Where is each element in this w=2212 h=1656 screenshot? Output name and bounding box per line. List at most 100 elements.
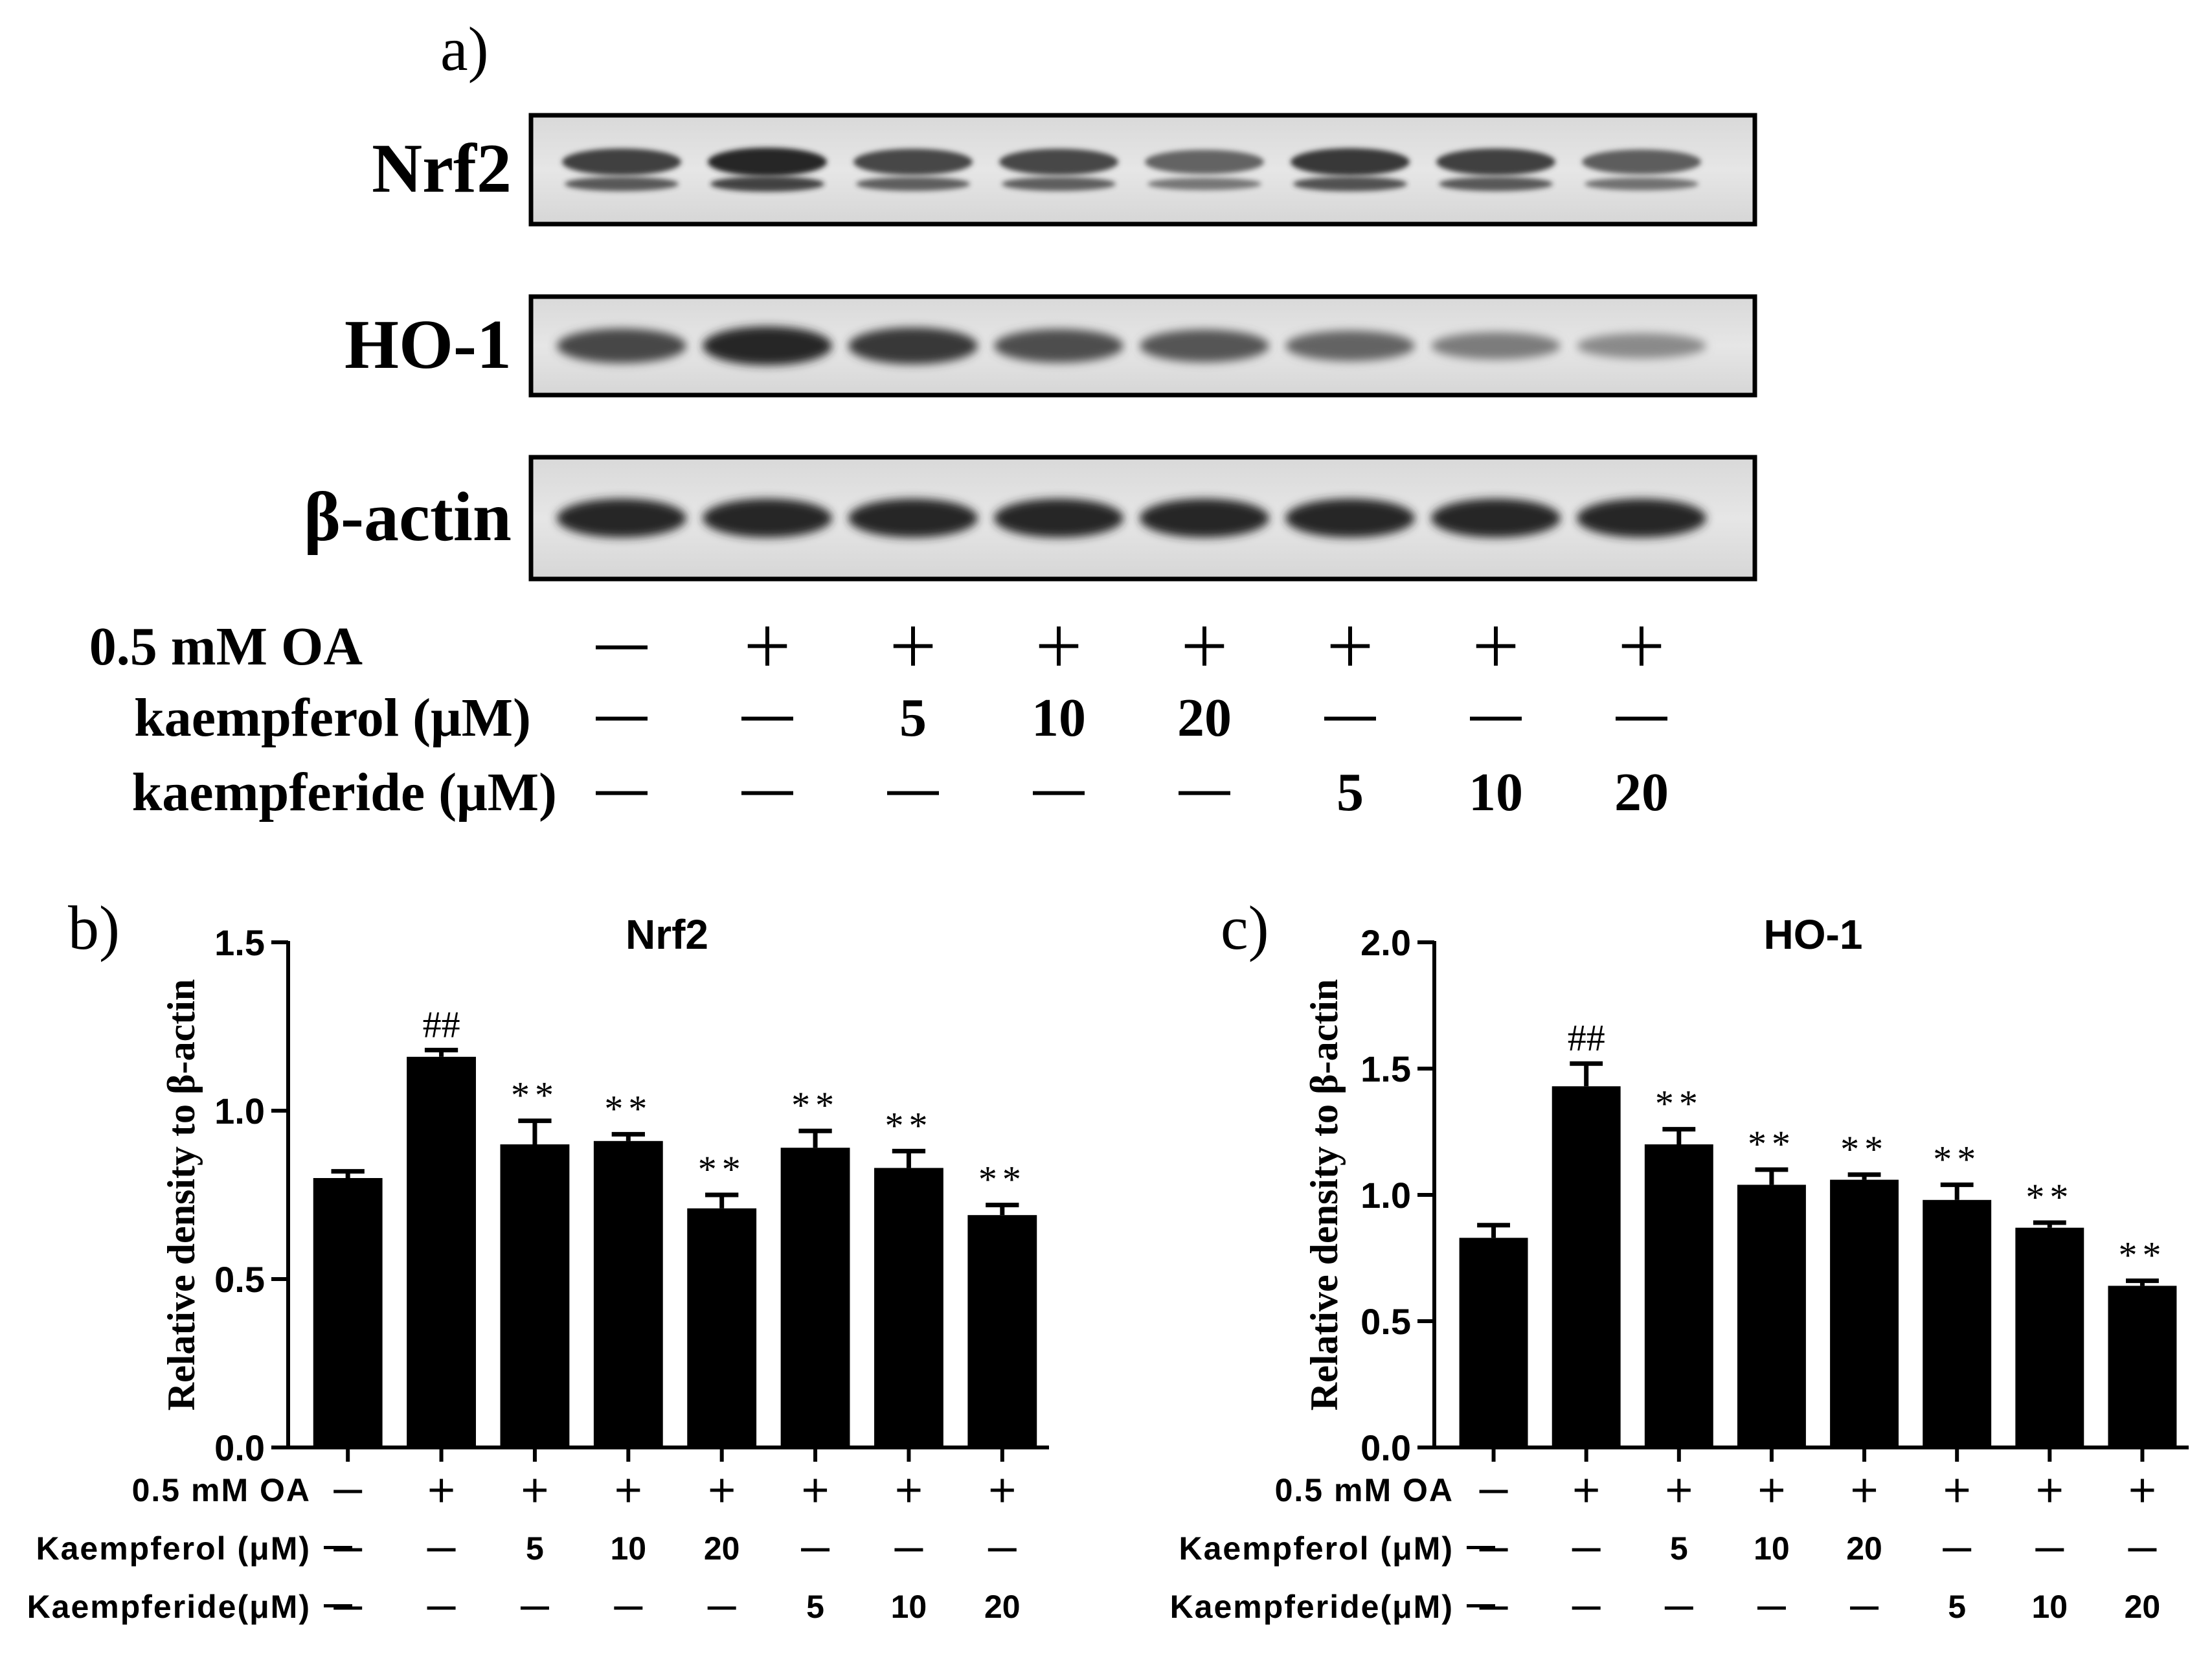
bar bbox=[1737, 1185, 1806, 1447]
treatment-cell-plus-v bbox=[1494, 626, 1498, 666]
treatment-cell-plus-v bbox=[1057, 626, 1061, 666]
significance-mark: ** bbox=[2118, 1234, 2166, 1276]
band-upper bbox=[1436, 148, 1555, 176]
chart-title: HO-1 bbox=[1764, 911, 1863, 958]
significance-mark: ## bbox=[423, 1003, 460, 1045]
treatment-cell-dash bbox=[1943, 1548, 1972, 1552]
bar bbox=[593, 1140, 663, 1447]
treatment-cell-plus-v bbox=[1955, 1479, 1959, 1503]
panel-a-label: a) bbox=[440, 14, 489, 84]
band-lower bbox=[1439, 176, 1553, 192]
treatment-row-0: 0.5 mM OA bbox=[1275, 1472, 2154, 1508]
bar bbox=[1923, 1199, 1992, 1447]
bar bbox=[1830, 1179, 1899, 1447]
treatment-cell-dash bbox=[2128, 1548, 2157, 1552]
band bbox=[1285, 330, 1415, 361]
band bbox=[1431, 499, 1561, 538]
blot-0: Nrf2 bbox=[372, 113, 1757, 227]
treatment-label: 0.5 mM OA bbox=[132, 1472, 311, 1508]
band-lower bbox=[710, 176, 824, 192]
treatment-cell-dash bbox=[801, 1548, 830, 1552]
treatment-cell: 20 bbox=[984, 1589, 1021, 1625]
significance-mark: ** bbox=[698, 1148, 746, 1190]
blot-label: β-actin bbox=[304, 479, 512, 556]
significance-mark: ## bbox=[1568, 1017, 1605, 1059]
band bbox=[1140, 329, 1269, 363]
treatment-cell: 20 bbox=[704, 1530, 740, 1567]
treatment-cell-dash bbox=[333, 1548, 363, 1552]
significance-mark: ** bbox=[1748, 1123, 1796, 1165]
treatment-row-a-0: 0.5 mM OA bbox=[89, 617, 1662, 677]
treatment-cell-dash bbox=[520, 1606, 549, 1610]
band bbox=[1140, 499, 1269, 538]
significance-mark: ** bbox=[1840, 1128, 1888, 1170]
treatment-cell-plus-v bbox=[1000, 1479, 1004, 1503]
treatment-cell-dash bbox=[741, 716, 793, 721]
treatment-cell-dash bbox=[614, 1606, 643, 1610]
treatment-row-a-1: kaempferol (μM) 5 10 20 bbox=[134, 688, 1667, 748]
treatment-cell-dash bbox=[1033, 791, 1085, 795]
y-tick-label: 1.5 bbox=[1360, 1049, 1411, 1089]
significance-mark: ** bbox=[978, 1159, 1026, 1201]
treatment-cell: 5 bbox=[526, 1530, 544, 1567]
band-lower bbox=[565, 176, 679, 192]
significance-mark: ** bbox=[1933, 1138, 1981, 1180]
treatment-cell-dash bbox=[1479, 1490, 1508, 1493]
band bbox=[557, 328, 686, 363]
panel-b-label: b) bbox=[68, 893, 120, 962]
treatment-cell: 20 bbox=[2125, 1589, 2161, 1625]
treatment-cell: 5 bbox=[1670, 1530, 1688, 1567]
band bbox=[1577, 499, 1706, 538]
band-upper bbox=[1582, 149, 1701, 175]
significance-mark: ** bbox=[2026, 1176, 2073, 1218]
treatment-cell-dash bbox=[1479, 1606, 1508, 1610]
significance-mark: ** bbox=[885, 1104, 932, 1146]
y-tick-label: 0.5 bbox=[214, 1259, 265, 1300]
treatment-cell-dash bbox=[1616, 716, 1667, 721]
band-upper bbox=[708, 148, 827, 176]
treatment-cell-plus-v bbox=[2140, 1479, 2144, 1503]
blot-frame bbox=[528, 455, 1757, 582]
treatment-row-2: Kaempferide(μM) 5 10 20 bbox=[1170, 1589, 2161, 1625]
treatment-cell-dash bbox=[1572, 1548, 1601, 1552]
bar bbox=[2108, 1286, 2177, 1447]
treatment-cell-plus-v bbox=[2048, 1479, 2051, 1503]
treatment-cell-dash bbox=[1850, 1606, 1879, 1610]
treatment-label: Kaempferol (μM) bbox=[36, 1530, 311, 1567]
treatment-cell-dash bbox=[596, 716, 648, 721]
treatment-cell-plus-v bbox=[1770, 1479, 1774, 1503]
bar bbox=[780, 1148, 850, 1447]
band bbox=[994, 329, 1123, 363]
bar bbox=[1552, 1086, 1621, 1447]
treatment-cell: 5 bbox=[1337, 762, 1364, 822]
treatment-cell: 5 bbox=[1948, 1589, 1966, 1625]
blot-frame bbox=[528, 294, 1757, 398]
significance-mark: ** bbox=[604, 1087, 652, 1129]
band-upper bbox=[1145, 150, 1264, 174]
bar bbox=[874, 1168, 943, 1447]
treatment-label: kaempferol (μM) bbox=[134, 688, 531, 748]
chart-nrf2: Nrf2 Relative density to β-actin 0.0 0.5 1.0… bbox=[27, 911, 1049, 1625]
bar bbox=[313, 1178, 383, 1447]
blot-label: Nrf2 bbox=[372, 130, 512, 207]
treatment-row-2: Kaempferide(μM) 5 10 20 bbox=[27, 1589, 1021, 1625]
bar bbox=[687, 1208, 757, 1447]
treatment-row-0: 0.5 mM OA bbox=[132, 1472, 1014, 1508]
y-tick-label: 0.0 bbox=[1360, 1427, 1411, 1468]
treatment-cell: 10 bbox=[2032, 1589, 2068, 1625]
treatment-cell-dash bbox=[1324, 716, 1376, 721]
treatment-cell-dash bbox=[427, 1606, 456, 1610]
blot-2: β-actin bbox=[304, 455, 1757, 582]
band-upper bbox=[999, 148, 1118, 176]
treatment-cell: 10 bbox=[1754, 1530, 1790, 1567]
treatment-cell-dash bbox=[427, 1548, 456, 1552]
y-tick-label: 2.0 bbox=[1360, 922, 1411, 963]
treatment-label: Kaempferol (μM) bbox=[1179, 1530, 1454, 1567]
row-lead-dash bbox=[324, 1604, 352, 1607]
y-tick-label: 1.0 bbox=[214, 1091, 265, 1131]
treatment-cell-plus-v bbox=[911, 626, 915, 666]
treatment-cell-plus-v bbox=[720, 1479, 724, 1503]
blot-1: HO-1 bbox=[344, 294, 1757, 398]
treatment-row-1: Kaempferol (μM) 5 10 20 bbox=[36, 1530, 1017, 1567]
